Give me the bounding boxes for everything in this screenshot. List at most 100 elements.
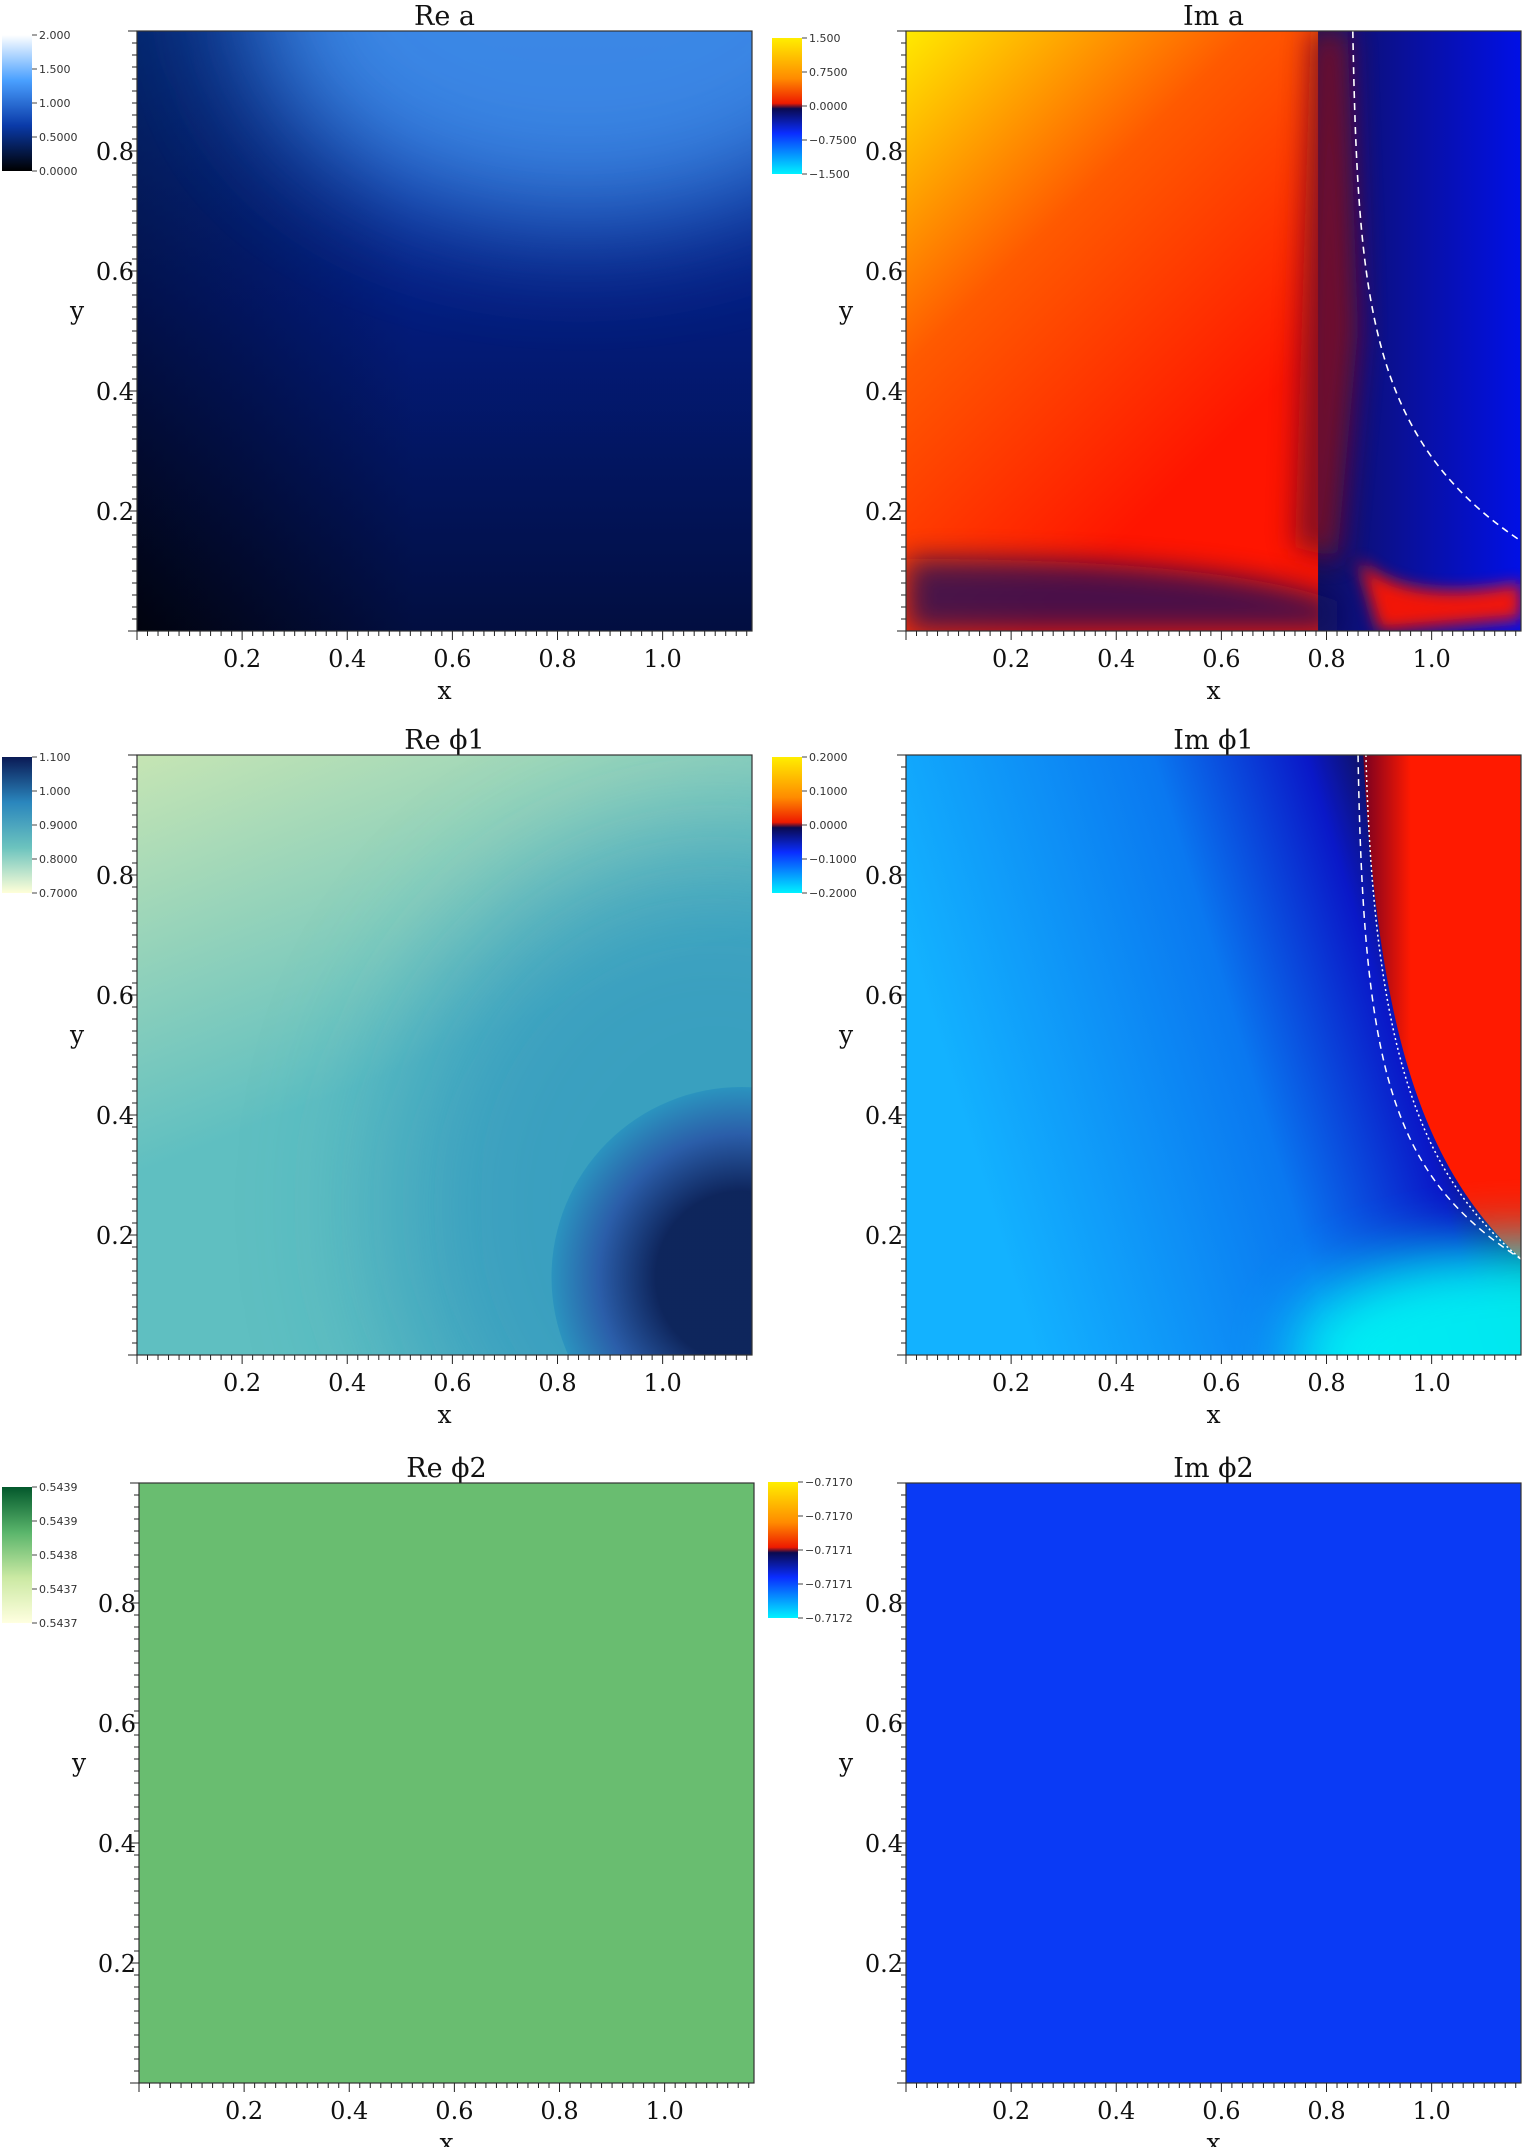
x-tick-label: 1.0 bbox=[644, 645, 682, 673]
tick-lines bbox=[897, 1482, 1517, 2092]
tick-marks bbox=[897, 1482, 1517, 2092]
y-tick-labels: 0.2 0.4 0.6 0.8 bbox=[865, 862, 903, 1250]
y-axis-label: y bbox=[838, 296, 854, 325]
x-tick-label: 0.8 bbox=[1307, 1369, 1345, 1397]
x-tick-label: 0.6 bbox=[1202, 2097, 1240, 2125]
tick-marks bbox=[128, 754, 748, 1364]
x-axis-label: x bbox=[439, 2128, 453, 2147]
y-tick-label: 0.6 bbox=[865, 1710, 903, 1738]
heatmap-field bbox=[137, 755, 752, 1355]
colorbar-label: 0.5437 bbox=[39, 1617, 78, 1630]
y-tick-label: 0.6 bbox=[865, 982, 903, 1010]
x-tick-label: 1.0 bbox=[1413, 1369, 1451, 1397]
x-tick-label: 0.8 bbox=[538, 645, 576, 673]
field-core bbox=[551, 1087, 752, 1355]
y-tick-label: 0.4 bbox=[96, 1102, 134, 1130]
colorbar-ramp bbox=[2, 1487, 32, 1623]
colorbar-label: 1.100 bbox=[39, 751, 71, 764]
y-tick-label: 0.8 bbox=[865, 862, 903, 890]
colorbar-ramp bbox=[2, 757, 32, 893]
x-tick-labels: 0.2 0.4 0.6 0.8 1.0 bbox=[992, 2097, 1451, 2125]
y-tick-label: 0.4 bbox=[865, 378, 903, 406]
x-axis-label: x bbox=[437, 676, 451, 705]
colorbar: 1.100 1.000 0.9000 0.8000 0.7000 bbox=[2, 751, 78, 900]
colorbar-label: 0.1000 bbox=[809, 785, 848, 798]
heatmap-field bbox=[906, 31, 1521, 631]
y-tick-label: 0.2 bbox=[96, 1222, 134, 1250]
tick-lines bbox=[897, 30, 1517, 640]
colorbar-label: −0.7170 bbox=[805, 1476, 853, 1489]
panel-title: Re ϕ1 bbox=[404, 725, 484, 756]
y-axis-label: y bbox=[838, 1748, 854, 1777]
panel-title: Re a bbox=[414, 1, 475, 32]
x-tick-label: 1.0 bbox=[1413, 2097, 1451, 2125]
x-tick-label: 0.2 bbox=[223, 1369, 261, 1397]
x-tick-label: 0.2 bbox=[223, 645, 261, 673]
x-tick-label: 0.6 bbox=[433, 1369, 471, 1397]
colorbar-label: −0.7171 bbox=[805, 1544, 853, 1557]
colorbar-label: 0.0000 bbox=[809, 100, 848, 113]
colorbar-label: 0.5000 bbox=[39, 131, 78, 144]
contour-overlay bbox=[1357, 755, 1521, 1260]
y-tick-label: 0.6 bbox=[96, 982, 134, 1010]
x-axis-label: x bbox=[1206, 676, 1220, 705]
y-tick-label: 0.8 bbox=[96, 862, 134, 890]
colorbar: −0.7170 −0.7170 −0.7171 −0.7171 −0.7172 bbox=[768, 1476, 853, 1625]
y-tick-label: 0.6 bbox=[865, 258, 903, 286]
x-tick-label: 1.0 bbox=[644, 1369, 682, 1397]
panel-title: Im ϕ2 bbox=[1173, 1453, 1253, 1484]
x-tick-label: 0.6 bbox=[435, 2097, 473, 2125]
colorbar-label: 0.8000 bbox=[39, 853, 78, 866]
x-tick-label: 0.4 bbox=[328, 1369, 366, 1397]
colorbar-label: 2.000 bbox=[39, 29, 71, 42]
heatmap-field bbox=[139, 1483, 754, 2083]
x-tick-label: 0.8 bbox=[1307, 645, 1345, 673]
tick-lines bbox=[128, 30, 748, 640]
colorbar-label: 0.0000 bbox=[39, 165, 78, 178]
colorbar-ramp bbox=[2, 35, 32, 171]
x-axis-label: x bbox=[1206, 2128, 1220, 2147]
x-tick-labels: 0.2 0.4 0.6 0.8 1.0 bbox=[225, 2097, 684, 2125]
x-tick-label: 0.8 bbox=[540, 2097, 578, 2125]
colorbar-label: 0.5437 bbox=[39, 1583, 78, 1596]
field-fill bbox=[906, 1483, 1521, 2083]
x-tick-label: 1.0 bbox=[1413, 645, 1451, 673]
panel-im-a: 0.2 0.4 0.6 0.8 1.0 0.2 0.4 0.6 0.8 Im a x y 1.… bbox=[772, 1, 1522, 705]
panel-im-phi1: 0.2 0.4 0.6 0.8 1.0 0.2 0.4 0.6 0.8 Im ϕ1 x y 0… bbox=[772, 725, 1522, 1429]
x-tick-label: 0.8 bbox=[538, 1369, 576, 1397]
colorbar-label: −0.7500 bbox=[809, 134, 857, 147]
x-tick-label: 0.6 bbox=[1202, 645, 1240, 673]
y-tick-label: 0.2 bbox=[865, 1222, 903, 1250]
colorbar-label: −0.7172 bbox=[805, 1612, 853, 1625]
x-tick-labels: 0.2 0.4 0.6 0.8 1.0 bbox=[223, 1369, 682, 1397]
tick-marks bbox=[128, 30, 748, 640]
x-tick-label: 0.2 bbox=[992, 1369, 1030, 1397]
x-tick-label: 0.4 bbox=[1097, 2097, 1135, 2125]
x-tick-label: 1.0 bbox=[646, 2097, 684, 2125]
y-tick-labels: 0.2 0.4 0.6 0.8 bbox=[865, 1590, 903, 1978]
colorbar-label: 0.5438 bbox=[39, 1549, 78, 1562]
x-tick-label: 0.2 bbox=[225, 2097, 263, 2125]
y-tick-label: 0.8 bbox=[865, 138, 903, 166]
colorbar: 2.000 1.500 1.000 0.5000 0.0000 bbox=[2, 29, 78, 178]
y-tick-label: 0.6 bbox=[96, 258, 134, 286]
panel-title: Im ϕ1 bbox=[1173, 725, 1253, 756]
y-axis-label: y bbox=[69, 296, 85, 325]
x-tick-label: 0.4 bbox=[1097, 1369, 1135, 1397]
x-axis-label: x bbox=[437, 1400, 451, 1429]
x-axis-label: x bbox=[1206, 1400, 1220, 1429]
panel-re-phi2: 0.2 0.4 0.6 0.8 1.0 0.2 0.4 0.6 0.8 Re ϕ2 x y 0… bbox=[2, 1453, 755, 2147]
y-axis-label: y bbox=[71, 1748, 87, 1777]
tick-lines bbox=[128, 754, 748, 1364]
colorbar-label: −0.1000 bbox=[809, 853, 857, 866]
panel-re-a: 0.2 0.4 0.6 0.8 1.0 0.2 0.4 0.6 0.8 Re a x y 2.… bbox=[2, 1, 753, 705]
y-tick-label: 0.6 bbox=[98, 1710, 136, 1738]
colorbar-label: 0.7000 bbox=[39, 887, 78, 900]
field-positive-region bbox=[1363, 755, 1521, 1259]
colorbar-label: 0.5439 bbox=[39, 1515, 78, 1528]
panel-re-phi1: 0.2 0.4 0.6 0.8 1.0 0.2 0.4 0.6 0.8 Re ϕ1 x y 1… bbox=[2, 725, 753, 1429]
x-tick-label: 0.8 bbox=[1307, 2097, 1345, 2125]
field-bottom-band bbox=[906, 559, 1338, 631]
colorbar-label: 0.9000 bbox=[39, 819, 78, 832]
